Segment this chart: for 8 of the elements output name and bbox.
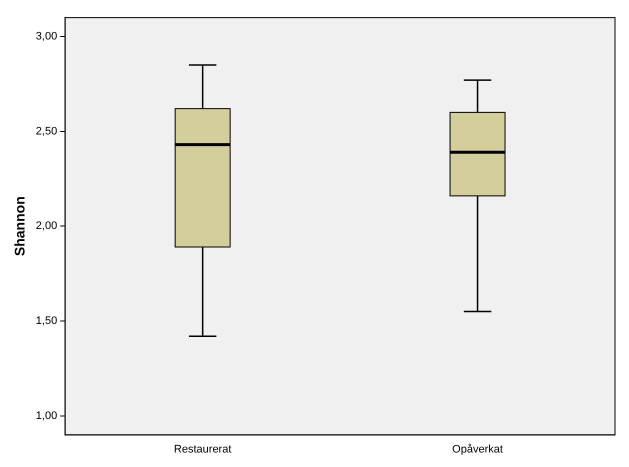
y-tick-label: 2,50: [36, 125, 58, 138]
y-tick-label: 1,50: [36, 315, 58, 328]
x-tick-label: Opåverkat: [452, 443, 503, 456]
y-tick-label: 1,00: [36, 410, 58, 422]
y-tick-label: 3,00: [36, 30, 58, 43]
y-axis-title: Shannon: [11, 196, 28, 256]
y-tick-label: 2,00: [36, 220, 58, 232]
x-tick-label: Restaurerat: [174, 443, 232, 456]
